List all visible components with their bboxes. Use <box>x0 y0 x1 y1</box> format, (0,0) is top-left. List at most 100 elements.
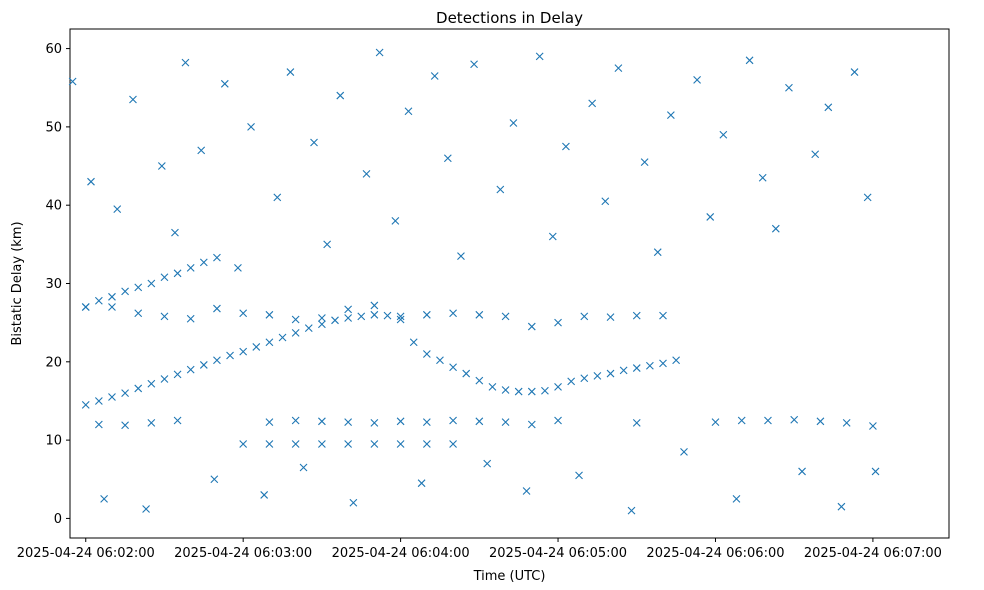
data-point <box>666 111 675 120</box>
x-tick-label: 2025-04-24 06:06:00 <box>646 546 784 561</box>
data-point <box>449 416 457 425</box>
data-point <box>575 471 583 480</box>
data-point <box>349 498 358 507</box>
data-point <box>443 154 452 163</box>
data-point <box>527 420 536 429</box>
data-point <box>711 418 720 426</box>
x-tick-label: 2025-04-24 06:03:00 <box>174 546 312 561</box>
data-point <box>265 310 274 319</box>
data-point <box>396 440 405 448</box>
data-point <box>239 347 248 356</box>
data-point <box>606 313 615 322</box>
data-point <box>522 487 531 495</box>
data-point <box>173 370 182 379</box>
data-point <box>535 52 544 61</box>
data-point <box>370 301 379 310</box>
data-point <box>318 314 326 322</box>
data-point <box>470 60 478 69</box>
data-point <box>213 253 221 262</box>
data-point <box>357 312 366 321</box>
data-point <box>265 418 274 426</box>
data-point <box>706 213 715 221</box>
data-point <box>509 119 518 127</box>
y-tick-label: 10 <box>45 434 62 449</box>
data-point <box>318 320 326 329</box>
data-point <box>260 491 269 499</box>
data-point <box>383 311 392 320</box>
data-point <box>226 351 234 360</box>
data-point <box>94 397 103 405</box>
data-point <box>213 304 221 313</box>
data-point <box>160 375 169 383</box>
y-axis-title: Bistatic Delay (km) <box>10 221 25 345</box>
y-tick-label: 0 <box>54 512 62 527</box>
data-point <box>567 377 576 386</box>
data-point <box>265 440 274 448</box>
data-point <box>323 240 332 249</box>
data-point <box>785 83 793 92</box>
data-point <box>108 292 116 301</box>
data-point <box>645 361 654 370</box>
data-point <box>732 494 741 503</box>
data-point <box>81 400 90 409</box>
data-point <box>252 343 261 351</box>
data-point <box>318 417 326 426</box>
data-point <box>291 440 300 448</box>
data-point <box>370 310 379 319</box>
data-point <box>430 72 439 80</box>
data-point <box>501 386 510 394</box>
y-axis-ticks: 0 10 20 30 40 50 60 <box>45 42 70 527</box>
data-point <box>653 248 662 257</box>
data-point <box>94 296 103 305</box>
data-point <box>344 314 353 322</box>
data-point <box>147 418 156 427</box>
data-point <box>659 359 667 368</box>
y-tick-label: 30 <box>45 277 62 292</box>
data-point <box>541 386 549 395</box>
data-point <box>336 91 345 100</box>
data-point <box>370 440 379 448</box>
data-point <box>514 387 523 396</box>
data-point <box>672 356 681 365</box>
data-point <box>422 440 431 448</box>
plot-area <box>69 28 950 539</box>
data-point <box>68 77 77 86</box>
data-point <box>614 64 623 73</box>
data-point <box>562 142 570 151</box>
data-point <box>186 365 195 374</box>
data-point <box>197 146 206 155</box>
data-point <box>580 312 589 321</box>
data-point <box>588 99 597 108</box>
data-point <box>422 310 431 319</box>
x-tick-label: 2025-04-24 06:07:00 <box>804 546 942 561</box>
data-point <box>173 416 182 425</box>
data-point <box>863 193 872 202</box>
data-point <box>501 418 510 426</box>
data-point <box>764 416 772 425</box>
data-point <box>199 361 208 369</box>
data-point <box>81 303 90 311</box>
y-tick-label: 40 <box>45 199 62 214</box>
data-point <box>113 205 122 213</box>
data-point <box>601 197 610 206</box>
data-point <box>593 372 602 380</box>
data-point <box>527 387 536 396</box>
data-point <box>220 79 229 88</box>
data-point <box>239 440 248 448</box>
data-point <box>157 162 166 170</box>
data-point <box>850 68 859 76</box>
data-point <box>527 322 536 331</box>
data-point <box>247 122 255 131</box>
data-point <box>173 269 182 278</box>
data-point <box>286 68 295 76</box>
data-point <box>680 447 688 456</box>
data-point <box>121 421 129 430</box>
data-point <box>273 193 282 202</box>
data-point <box>100 494 108 503</box>
data-point <box>816 417 825 426</box>
data-point <box>475 376 484 385</box>
data-point <box>422 418 431 426</box>
data-point <box>488 382 497 391</box>
data-point <box>278 333 287 342</box>
data-point <box>693 76 701 84</box>
